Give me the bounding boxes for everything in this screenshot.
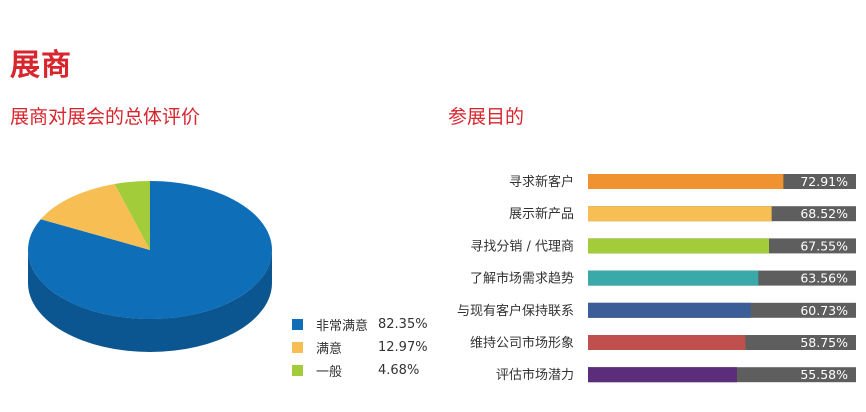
bar-chart-title: 参展目的 [448, 106, 525, 128]
bar-value-label: 55.58% [800, 367, 848, 382]
legend-label: 一般 [316, 365, 343, 380]
bar-label: 与现有客户保持联系 [457, 303, 574, 319]
bar-label: 评估市场潜力 [496, 367, 574, 383]
bar-label: 展示新产品 [509, 206, 574, 222]
pie-chart [27, 181, 272, 352]
page-title: 展商 [10, 48, 72, 83]
legend-swatch [292, 365, 303, 376]
legend-swatch [292, 319, 303, 330]
pie-slice-满意 [40, 183, 150, 250]
pie-legend: 非常满意 82.35% 满意 12.97% 一般 4.68% [292, 313, 438, 382]
bar-label: 了解市场需求趋势 [470, 271, 574, 287]
legend-label: 满意 [316, 342, 343, 357]
legend-value: 82.35% [378, 317, 428, 332]
bar-评估市场潜力 [588, 367, 737, 383]
bar-寻找分销-代理商 [588, 238, 770, 254]
legend-swatch [292, 342, 303, 353]
pie-chart-title: 展商对展会的总体评价 [10, 106, 201, 128]
bar-展示新产品 [588, 206, 772, 222]
bar-与现有客户保持联系 [588, 302, 751, 318]
bar-value-label: 72.91% [800, 174, 848, 189]
pie-slice-一般 [114, 181, 150, 250]
bar-value-label: 63.56% [800, 271, 848, 286]
bar-label: 维持公司市场形象 [470, 335, 574, 351]
pie-slice-非常满意 [27, 181, 272, 319]
pie-side-非常满意 [28, 250, 272, 352]
bar-value-label: 58.75% [800, 335, 848, 350]
bar-了解市场需求趋势 [588, 270, 759, 286]
bar-value-label: 60.73% [800, 303, 848, 318]
bar-维持公司市场形象 [588, 335, 746, 350]
legend-item: 满意 12.97% [292, 336, 438, 359]
legend-item: 非常满意 82.35% [292, 313, 438, 336]
bar-value-label: 67.55% [800, 238, 848, 253]
bar-label: 寻找分销 / 代理商 [470, 239, 574, 254]
legend-value: 4.68% [378, 363, 420, 378]
bar-value-label: 68.52% [800, 206, 848, 221]
legend-item: 一般 4.68% [292, 359, 438, 382]
bar-label: 寻求新客户 [509, 174, 574, 190]
legend-label: 非常满意 [316, 319, 369, 334]
legend-value: 12.97% [378, 340, 428, 355]
bar-寻求新客户 [588, 174, 784, 189]
